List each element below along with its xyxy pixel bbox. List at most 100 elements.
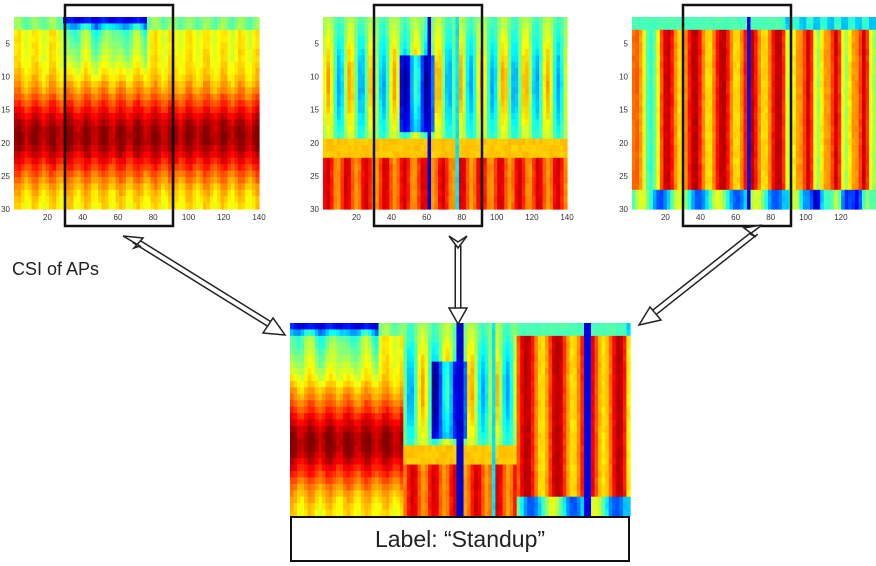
heatmap-ap2-cell [406, 119, 411, 127]
heatmap-ap1-cell [56, 145, 61, 152]
heatmap-ap1-cell [31, 74, 36, 82]
heatmap-ap2-cell [469, 151, 474, 159]
heatmap-ap3-cell [677, 202, 682, 210]
heatmap-ap2-cell [511, 68, 516, 76]
heatmap-ap1-cell [147, 164, 152, 172]
heatmap-ap1-cell [21, 170, 26, 178]
heatmap-ap2-cell [396, 164, 401, 172]
heatmap-ap1-cell [84, 23, 89, 31]
heatmap-ap1-cell [84, 177, 89, 184]
heatmap-ap2-cell [518, 74, 523, 82]
heatmap-ap2-cell [410, 74, 415, 82]
heatmap-ap1-cell [178, 42, 183, 50]
heatmap-ap2-cell [490, 93, 495, 101]
heatmap-ap1-cell [154, 87, 159, 95]
heatmap-ap2-cell [525, 157, 530, 165]
heatmap-ap1-cell [248, 17, 253, 24]
heatmap-ap1-cell [77, 42, 82, 50]
heatmap-ap2-cell [357, 81, 362, 88]
heatmap-ap1-cell [77, 132, 82, 140]
heatmap-ap2-cell [490, 81, 495, 88]
heatmap-ap1-cell [182, 119, 187, 127]
heatmap-ap2-cell [417, 100, 422, 108]
heatmap-ap1-cell [178, 125, 183, 133]
heatmap-ap2-cell [420, 36, 425, 44]
heatmap-ap3-cell [691, 17, 696, 24]
heatmap-ap2-cell [392, 151, 397, 159]
heatmap-ap1-cell [206, 68, 211, 76]
heatmap-ap1-cell [38, 61, 43, 69]
heatmap-ap3-cell [677, 61, 682, 69]
heatmap-ap2-cell [389, 49, 394, 56]
heatmap-ap1-cell [56, 170, 61, 178]
heatmap-ap1-cell [199, 29, 204, 37]
heatmap-ap2-cell [448, 202, 453, 210]
heatmap-ap2-cell [514, 68, 519, 76]
heatmap-ap2-cell [486, 177, 491, 184]
heatmap-ap2-cell [438, 177, 443, 184]
heatmap-ap1-cell [140, 23, 145, 31]
heatmap-ap1-cell [189, 87, 194, 95]
heatmap-ap2-cell [420, 164, 425, 172]
heatmap-ap1-cell [52, 170, 57, 178]
heatmap-ap1-cell [80, 164, 85, 172]
heatmap-ap2-cell [323, 177, 328, 184]
heatmap-ap1-cell [164, 145, 169, 152]
heatmap-ap1-cell [73, 183, 78, 191]
heatmap-ap2-cell [396, 42, 401, 50]
heatmap-ap2-cell [410, 23, 415, 31]
heatmap-ap2-cell [539, 74, 544, 82]
heatmap-ap1-cell [56, 132, 61, 140]
heatmap-ap1-cell [84, 87, 89, 95]
heatmap-ap3-cell [701, 164, 706, 172]
heatmap-ap3-cell [635, 36, 640, 44]
heatmap-ap2-cell [455, 29, 460, 37]
heatmap-ap1-cell [94, 164, 99, 172]
heatmap-ap2-cell [469, 157, 474, 165]
heatmap-ap2-cell [350, 164, 355, 172]
heatmap-ap1-cell [122, 55, 127, 63]
heatmap-ap1-cell [255, 36, 260, 44]
heatmap-ap2-cell [420, 55, 425, 63]
heatmap-ap1-cell [56, 202, 61, 210]
heatmap-ap2-cell [507, 119, 512, 127]
heatmap-ap1-cell [213, 164, 218, 172]
heatmap-ap2-cell [553, 106, 558, 114]
heatmap-ap3-cell [666, 49, 671, 56]
heatmap-ap2-cell [424, 177, 429, 184]
heatmap-ap2-cell [438, 74, 443, 82]
heatmap-ap1-cell [203, 151, 208, 159]
heatmap-ap2-cell [518, 202, 523, 210]
heatmap-ap2-cell [560, 55, 565, 63]
heatmap-ap3-cell [649, 125, 654, 133]
heatmap-ap1-cell [217, 113, 222, 120]
heatmap-ap2-cell [382, 132, 387, 140]
heatmap-ap3-cell [691, 55, 696, 63]
heatmap-ap2-cell [410, 100, 415, 108]
heatmap-ap1-cell [245, 49, 250, 56]
heatmap-ap1-cell [80, 29, 85, 37]
heatmap-ap2-cell [518, 183, 523, 191]
heatmap-ap3-cell [666, 157, 671, 165]
heatmap-ap1-cell [17, 68, 22, 76]
heatmap-ap1-cell [115, 183, 120, 191]
heatmap-ap1-cell [227, 93, 232, 101]
heatmap-ap1-cell [77, 202, 82, 210]
heatmap-ap2-cell [549, 157, 554, 165]
heatmap-ap2-cell [385, 17, 390, 24]
heatmap-ap3-cell [715, 49, 720, 56]
heatmap-ap1-cell [122, 177, 127, 184]
heatmap-ap3-cell [663, 151, 668, 159]
heatmap-ap1-cell [66, 145, 71, 152]
heatmap-ap1-cell [161, 23, 166, 31]
heatmap-ap3-cell [698, 87, 703, 95]
heatmap-ap2-cell [420, 42, 425, 50]
heatmap-ap1-cell [192, 196, 197, 204]
heatmap-ap2-cell [521, 17, 526, 24]
heatmap-ap1-cell [136, 164, 141, 172]
heatmap-ap1-cell [220, 23, 225, 31]
heatmap-ap3-cell [677, 68, 682, 76]
heatmap-ap1-cell [28, 61, 33, 69]
heatmap-ap2-cell [497, 202, 502, 210]
heatmap-ap2-cell [560, 132, 565, 140]
